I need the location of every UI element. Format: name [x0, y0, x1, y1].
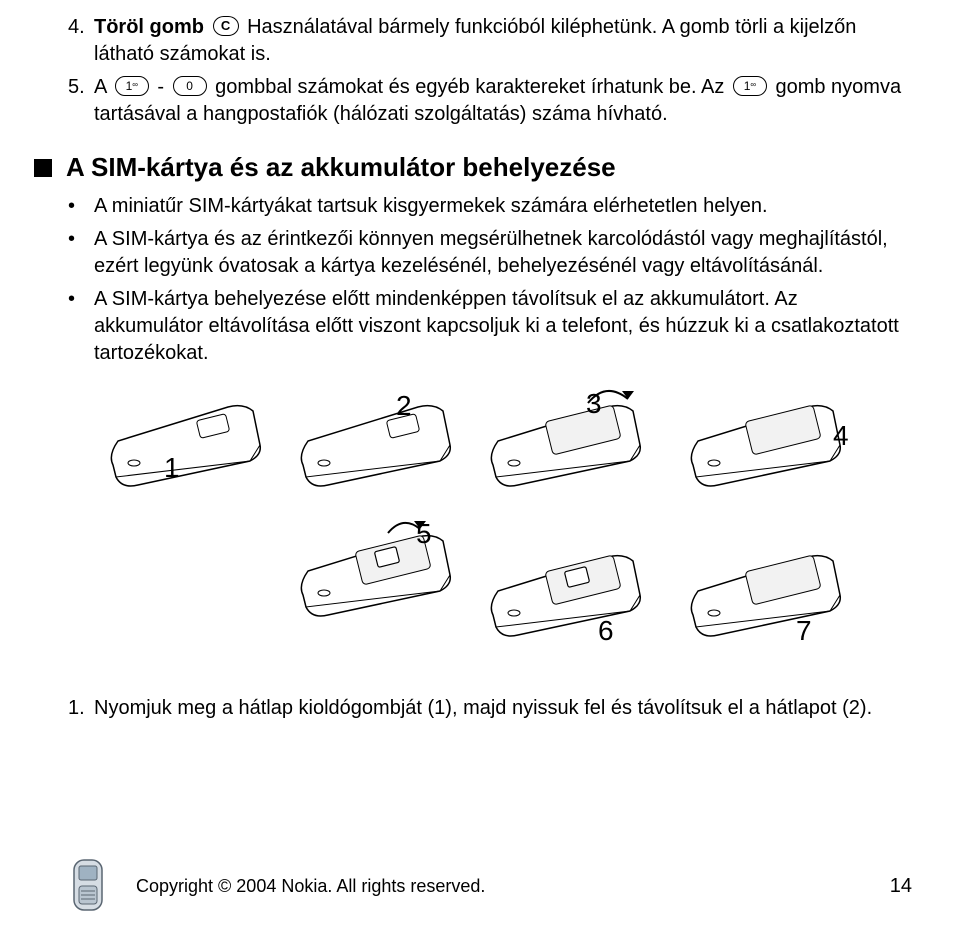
diagram-label-6: 6: [598, 615, 614, 646]
heading-text: A SIM-kártya és az akkumulátor behelyezé…: [66, 150, 616, 185]
list-number: 4.: [68, 14, 94, 68]
bullet-dot-icon: •: [68, 226, 94, 280]
bullet-item: • A SIM-kártya és az érintkezői könnyen …: [68, 226, 912, 280]
diagram-label-5: 5: [416, 518, 432, 549]
item5-p1: A: [94, 76, 106, 98]
bullet-text: A SIM-kártya behelyezése előtt mindenkép…: [94, 286, 912, 367]
list-number: 1.: [68, 695, 94, 722]
square-bullet-icon: [34, 159, 52, 177]
item5-p2: gombbal számokat és egyéb karaktereket í…: [215, 76, 724, 98]
bullet-dot-icon: •: [68, 286, 94, 367]
diagram-label-7: 7: [796, 615, 812, 646]
bullet-item: • A SIM-kártya behelyezése előtt mindenk…: [68, 286, 912, 367]
item5-dash: -: [157, 76, 164, 98]
bold-prefix: Töröl gomb: [94, 16, 204, 38]
list-body: Töröl gomb C Használatával bármely funkc…: [94, 14, 912, 68]
bullet-text: A SIM-kártya és az érintkezői könnyen me…: [94, 226, 912, 280]
key-1-icon: 1∞: [115, 76, 149, 96]
bullet-item: • A miniatűr SIM-kártyákat tartsuk kisgy…: [68, 193, 912, 220]
list-number: 5.: [68, 74, 94, 128]
list-body: A 1∞ - 0 gombbal számokat és egyéb karak…: [94, 74, 912, 128]
key-0-icon: 0: [173, 76, 207, 96]
diagram-label-2: 2: [396, 390, 412, 421]
bullet-text: A miniatűr SIM-kártyákat tartsuk kisgyer…: [94, 193, 912, 220]
section-heading: A SIM-kártya és az akkumulátor behelyezé…: [34, 150, 912, 185]
page-footer: Copyright © 2004 Nokia. All rights reser…: [68, 858, 912, 914]
diagram-label-4: 4: [833, 420, 849, 451]
step-item-1: 1. Nyomjuk meg a hátlap kioldógombját (1…: [68, 695, 912, 722]
copyright-text: Copyright © 2004 Nokia. All rights reser…: [136, 874, 485, 898]
step-text: Nyomjuk meg a hátlap kioldógombját (1), …: [94, 695, 912, 722]
item4-text: Használatával bármely funkcióból kiléphe…: [94, 16, 856, 65]
bullet-dot-icon: •: [68, 193, 94, 220]
installation-diagram: 1 2 3 4 5 6 7: [108, 385, 868, 655]
diagram-label-3: 3: [586, 388, 602, 419]
phone-icon: [68, 858, 112, 914]
key-c-icon: C: [213, 16, 239, 36]
list-item-5: 5. A 1∞ - 0 gombbal számokat és egyéb ka…: [68, 74, 912, 128]
list-item-4: 4. Töröl gomb C Használatával bármely fu…: [68, 14, 912, 68]
page-number: 14: [890, 873, 912, 900]
key-1b-icon: 1∞: [733, 76, 767, 96]
diagram-label-1: 1: [164, 452, 180, 483]
